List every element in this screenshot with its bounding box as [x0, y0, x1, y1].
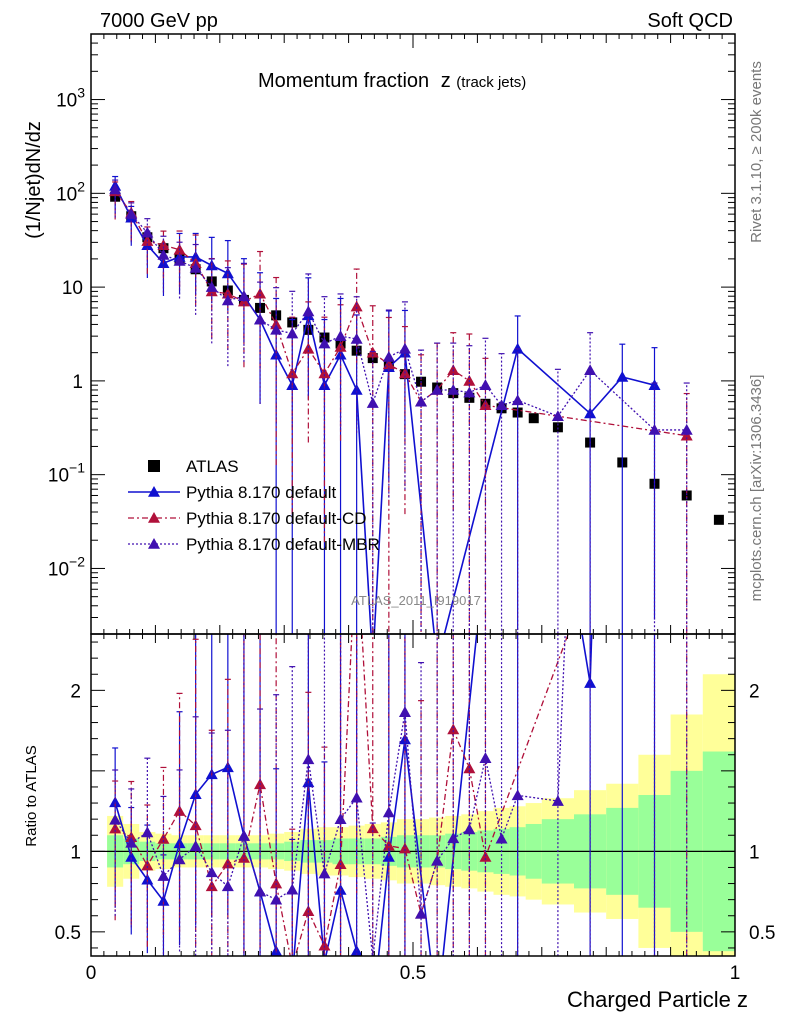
- chart-title: Momentum fraction z (track jets): [258, 70, 526, 92]
- mbr-point: [173, 254, 186, 266]
- mbr-point: [237, 290, 250, 301]
- mbr-point: [109, 183, 122, 195]
- x-tick-label: 1: [730, 963, 741, 984]
- y-tick-label: 102: [56, 178, 85, 205]
- mbr-ratio-line: [114, 634, 566, 956]
- cd-line: [114, 190, 687, 437]
- y-tick-label-exp: −2: [69, 553, 85, 569]
- y-tick-label-base: 10: [48, 466, 69, 487]
- mbr-ratio-point: [463, 823, 476, 835]
- x-tick-label: 0.5: [400, 963, 426, 984]
- default-ratio-point: [109, 796, 122, 808]
- axis-ticks: [90, 33, 736, 956]
- y-tick-label: 103: [56, 85, 85, 112]
- cd-ratio-point: [237, 851, 250, 863]
- legend-label: Pythia 8.170 default-MBR: [186, 535, 380, 554]
- cd-point: [302, 342, 315, 354]
- mbr-ratio-point: [302, 753, 315, 765]
- header-right: Soft QCD: [647, 10, 733, 32]
- watermark: ATLAS_2011_I919017: [351, 593, 481, 608]
- mbr-ratio-point: [109, 813, 122, 825]
- rivet-label: Rivet 3.1.10, ≥ 200k events: [748, 61, 765, 243]
- ratio-tick-label-right: 0.5: [749, 923, 775, 944]
- ratio-tick-label: 0.5: [55, 923, 81, 944]
- main-plot-data: [109, 175, 724, 634]
- cd-point: [318, 367, 331, 379]
- atlas-point: [528, 413, 539, 424]
- mbr-ratio-point: [286, 883, 299, 895]
- y-tick-label-exp: 3: [77, 85, 85, 101]
- mbr-ratio-point: [681, 201, 693, 212]
- cd-point: [334, 340, 347, 352]
- mbr-point: [254, 313, 267, 325]
- ratio-tick-label-right: 1: [749, 842, 760, 863]
- mcplots-label: mcplots.cern.ch [arXiv:1306.3436]: [748, 375, 765, 602]
- cd-ratio-point: [318, 939, 331, 951]
- legend: ATLAS Pythia 8.170 default Pythia 8.170 de…: [128, 457, 380, 554]
- mbr-point: [286, 327, 299, 339]
- cd-point: [350, 300, 363, 312]
- mbr-line: [114, 189, 687, 431]
- default-ratio-point: [318, 956, 330, 967]
- legend-label: Pythia 8.170 default-CD: [186, 509, 367, 528]
- x-tick-label: 0: [86, 963, 97, 984]
- mbr-point: [334, 330, 347, 341]
- default-ratio-point: [286, 972, 298, 983]
- cd-ratio-point: [479, 850, 492, 862]
- chart-title-main: Momentum fraction: [258, 70, 429, 92]
- legend-label: Pythia 8.170 default: [186, 483, 337, 502]
- y-tick-label: 10: [62, 278, 83, 299]
- y-tick-label-base: 10: [56, 91, 77, 112]
- ratio-tick-label: 1: [70, 842, 81, 863]
- legend-cd-marker: [148, 512, 160, 523]
- default-ratio-point: [512, 236, 524, 247]
- ratio-plot-data: [109, 55, 693, 1017]
- default-ratio-point: [431, 1006, 443, 1017]
- ratio-y-axis-label: Ratio to ATLAS: [23, 745, 40, 846]
- cd-ratio-point: [398, 842, 411, 854]
- cd-point: [270, 318, 283, 330]
- legend-label: ATLAS: [186, 457, 239, 476]
- ratio-tick-label-right: 2: [749, 681, 760, 702]
- chart-title-var: z: [441, 70, 451, 92]
- mbr-ratio-point: [584, 55, 596, 66]
- y-tick-label: 1: [72, 372, 83, 393]
- y-tick-label-exp: 2: [77, 178, 85, 194]
- cd-ratio-point: [270, 877, 283, 889]
- mbr-ratio-point: [398, 706, 411, 717]
- default-ratio-line: [114, 634, 593, 956]
- legend-atlas-marker: [148, 460, 160, 472]
- y-axis-label: (1/Njet)dN/dz: [23, 121, 45, 239]
- cd-ratio-point: [681, 309, 693, 320]
- x-axis-label: Charged Particle z: [567, 987, 748, 1012]
- atlas-point: [713, 514, 724, 525]
- cd-ratio-point: [286, 960, 298, 971]
- default-ratio-point: [367, 1006, 379, 1017]
- mbr-ratio-point: [237, 829, 250, 841]
- default-line: [114, 185, 655, 634]
- y-tick-label-exp: −1: [69, 460, 85, 476]
- chart-title-sub: (track jets): [456, 74, 526, 91]
- mbr-point: [270, 323, 283, 335]
- mbr-ratio-point: [479, 752, 492, 763]
- atlas-point: [552, 422, 563, 433]
- y-tick-label: 10−1: [48, 460, 85, 487]
- mbr-point: [479, 379, 492, 390]
- legend-mbr-marker: [148, 538, 160, 549]
- y-tick-label-base: 10: [48, 559, 69, 580]
- cd-ratio-point: [157, 832, 170, 844]
- mbr-point: [302, 305, 315, 317]
- atlas-point: [681, 490, 692, 501]
- y-tick-label: 10−2: [48, 553, 85, 580]
- legend-default-marker: [148, 486, 160, 497]
- mbr-ratio-point: [382, 806, 395, 818]
- mbr-ratio-point: [141, 826, 154, 838]
- y-tick-label-base: 10: [56, 184, 77, 205]
- header-left: 7000 GeV pp: [100, 10, 218, 32]
- mbr-point: [382, 350, 395, 362]
- mbr-ratio-point: [270, 893, 283, 905]
- ratio-tick-label: 2: [70, 681, 81, 702]
